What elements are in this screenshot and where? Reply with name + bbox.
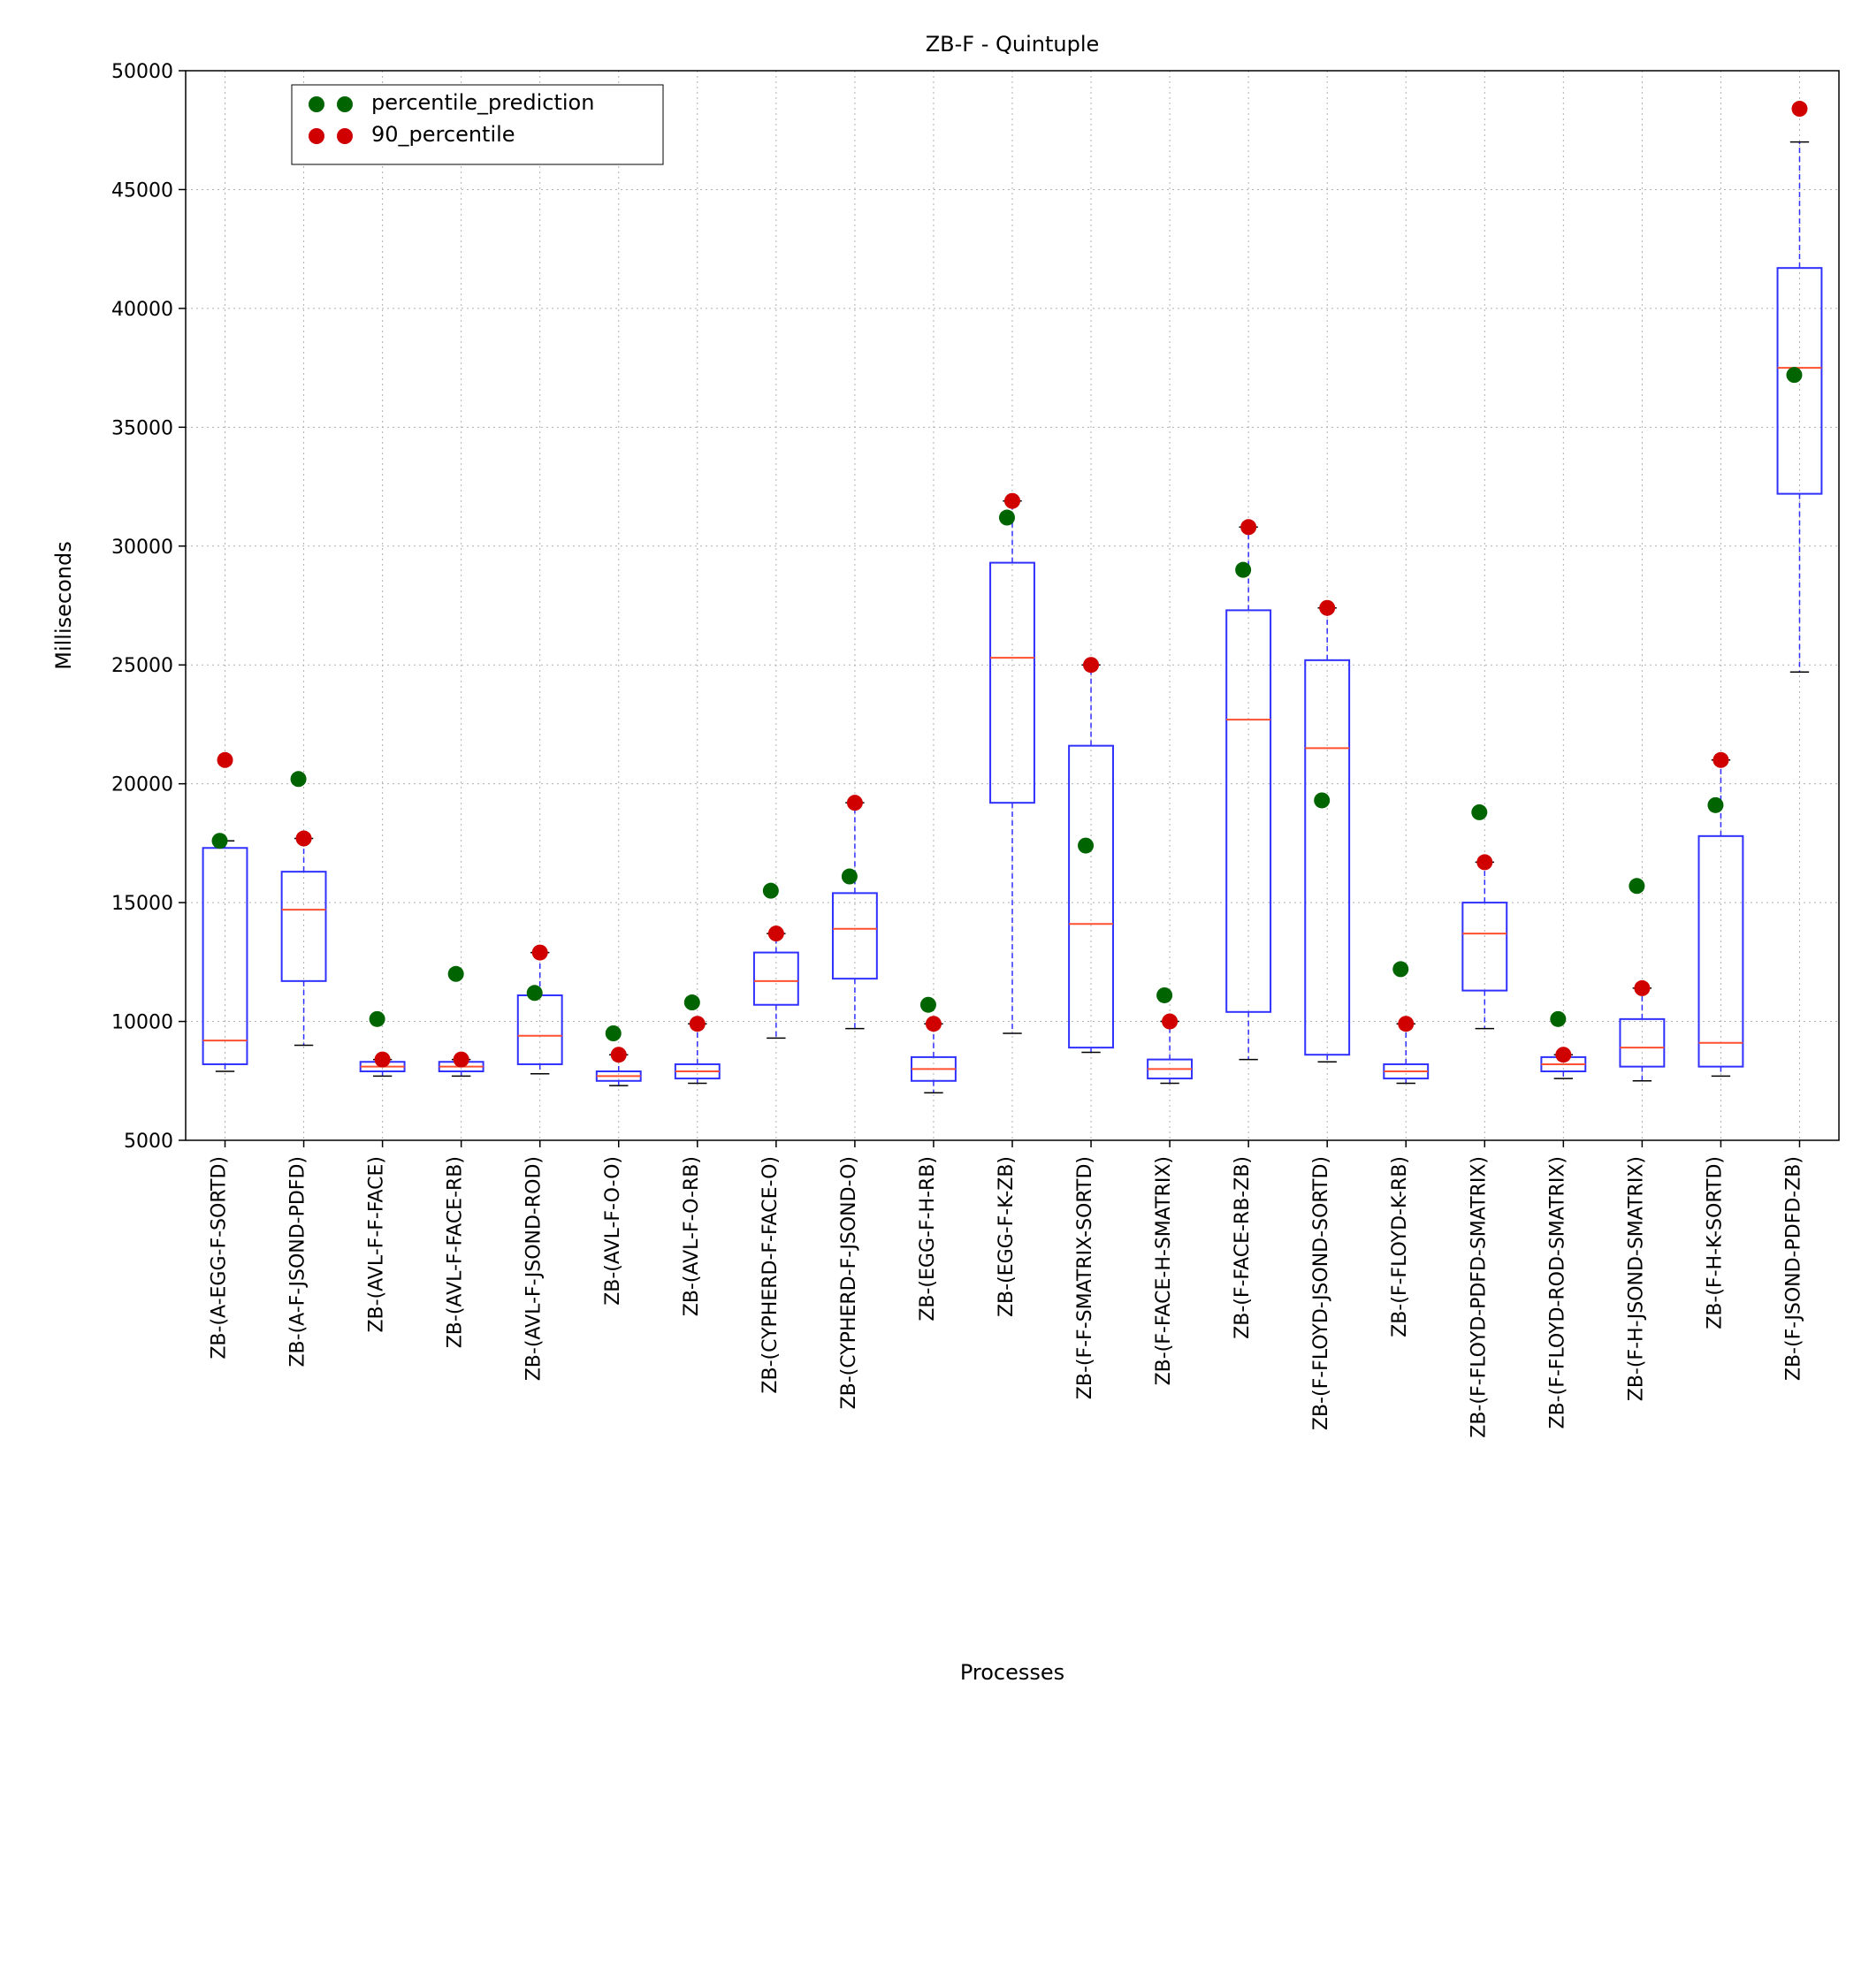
- p90-marker: [926, 1016, 942, 1032]
- pred-marker: [1471, 804, 1487, 820]
- pred-marker: [448, 966, 464, 982]
- xtick-label: ZB-(F-FLOYD-JSOND-SORTD): [1310, 1156, 1332, 1430]
- xtick-label: ZB-(AVL-F-F-FACE): [366, 1156, 388, 1333]
- ytick-label: 5000: [124, 1131, 173, 1153]
- pred-marker: [763, 883, 779, 899]
- y-axis-label: Milliseconds: [51, 541, 76, 669]
- p90-marker: [1713, 752, 1728, 768]
- ytick-label: 30000: [111, 537, 173, 559]
- legend-label: 90_percentile: [371, 122, 515, 147]
- boxplot-chart: 5000 10000 15000 20000 25000 30000 35000 40000 4…: [18, 18, 1869, 1970]
- xtick-label: ZB-(F-JSOND-PDFD-ZB): [1782, 1156, 1804, 1381]
- p90-marker: [1791, 101, 1807, 117]
- legend-marker: [309, 128, 324, 144]
- pred-marker: [1629, 878, 1644, 894]
- chart-title: ZB-F - Quintuple: [926, 32, 1100, 57]
- p90-marker: [1162, 1014, 1178, 1030]
- xtick-label: ZB-(F-F-SMATRIX-SORTD): [1074, 1156, 1096, 1399]
- p90-marker: [1398, 1016, 1414, 1032]
- pred-marker: [370, 1011, 385, 1027]
- xtick-label: ZB-(F-FLOYD-ROD-SMATRIX): [1546, 1156, 1568, 1428]
- pred-marker: [212, 833, 228, 849]
- pred-marker: [999, 510, 1015, 526]
- p90-marker: [1240, 519, 1256, 535]
- pred-marker: [1707, 797, 1723, 813]
- pred-marker: [842, 869, 858, 885]
- pred-marker: [1078, 838, 1094, 854]
- pred-marker: [606, 1025, 622, 1041]
- p90-marker: [1634, 980, 1650, 996]
- xtick-label: ZB-(A-EGG-F-SORTD): [209, 1156, 231, 1360]
- xtick-label: ZB-(F-FACE-H-SMATRIX): [1153, 1156, 1175, 1385]
- pred-marker: [684, 994, 700, 1010]
- p90-marker: [1319, 600, 1335, 616]
- xtick-label: ZB-(AVL-F-FACE-RB): [445, 1156, 467, 1348]
- p90-marker: [1555, 1047, 1571, 1063]
- xtick-label: ZB-(A-F-JSOND-PDFD): [287, 1156, 309, 1367]
- p90-marker: [1004, 493, 1020, 509]
- p90-marker: [532, 945, 548, 961]
- legend-marker: [337, 96, 353, 112]
- ytick-label: 20000: [111, 774, 173, 796]
- pred-marker: [1786, 367, 1802, 383]
- xtick-label: ZB-(F-FLOYD-K-RB): [1389, 1156, 1411, 1337]
- p90-marker: [847, 795, 863, 811]
- ytick-label: 50000: [111, 61, 173, 83]
- xtick-label: ZB-(CYPHERD-F-JSOND-O): [838, 1156, 860, 1409]
- legend-label: percentile_prediction: [371, 90, 594, 115]
- p90-marker: [217, 752, 233, 768]
- xtick-label: ZB-(AVL-F-O-RB): [681, 1156, 703, 1316]
- p90-marker: [768, 925, 784, 941]
- ytick-label: 45000: [111, 179, 173, 202]
- xtick-label: ZB-(F-FLOYD-PDFD-SMATRIX): [1468, 1156, 1490, 1438]
- pred-marker: [920, 997, 936, 1013]
- p90-marker: [1083, 657, 1099, 673]
- ytick-label: 40000: [111, 299, 173, 321]
- p90-marker: [611, 1047, 627, 1063]
- xtick-label: ZB-(CYPHERD-F-FACE-O): [759, 1156, 782, 1394]
- pred-marker: [1392, 961, 1408, 977]
- p90-marker: [454, 1052, 469, 1068]
- xtick-label: ZB-(F-H-K-SORTD): [1704, 1156, 1726, 1329]
- p90-marker: [296, 831, 312, 847]
- chart-bg: [18, 18, 1869, 1970]
- xtick-label: ZB-(AVL-F-O-O): [602, 1156, 624, 1306]
- pred-marker: [1235, 562, 1251, 578]
- ytick-label: 15000: [111, 893, 173, 915]
- chart-container: 5000 10000 15000 20000 25000 30000 35000 40000 4…: [18, 18, 1869, 1970]
- p90-marker: [1476, 854, 1492, 870]
- xtick-label: ZB-(EGG-F-K-ZB): [996, 1156, 1018, 1317]
- p90-marker: [690, 1016, 706, 1032]
- ytick-label: 25000: [111, 655, 173, 677]
- xtick-label: ZB-(EGG-F-H-RB): [917, 1156, 939, 1322]
- legend-marker: [337, 128, 353, 144]
- ytick-label: 35000: [111, 417, 173, 439]
- ytick-label: 10000: [111, 1012, 173, 1034]
- pred-marker: [1550, 1011, 1566, 1027]
- p90-marker: [375, 1052, 391, 1068]
- xtick-label: ZB-(F-FACE-RB-ZB): [1232, 1156, 1254, 1339]
- pred-marker: [1156, 987, 1172, 1003]
- xtick-label: ZB-(F-H-JSOND-SMATRIX): [1625, 1156, 1647, 1401]
- legend-marker: [309, 96, 324, 112]
- pred-marker: [291, 771, 307, 787]
- pred-marker: [1314, 792, 1330, 808]
- x-axis-label: Processes: [960, 1660, 1064, 1685]
- pred-marker: [527, 985, 543, 1001]
- xtick-label: ZB-(AVL-F-JSOND-ROD): [523, 1156, 545, 1381]
